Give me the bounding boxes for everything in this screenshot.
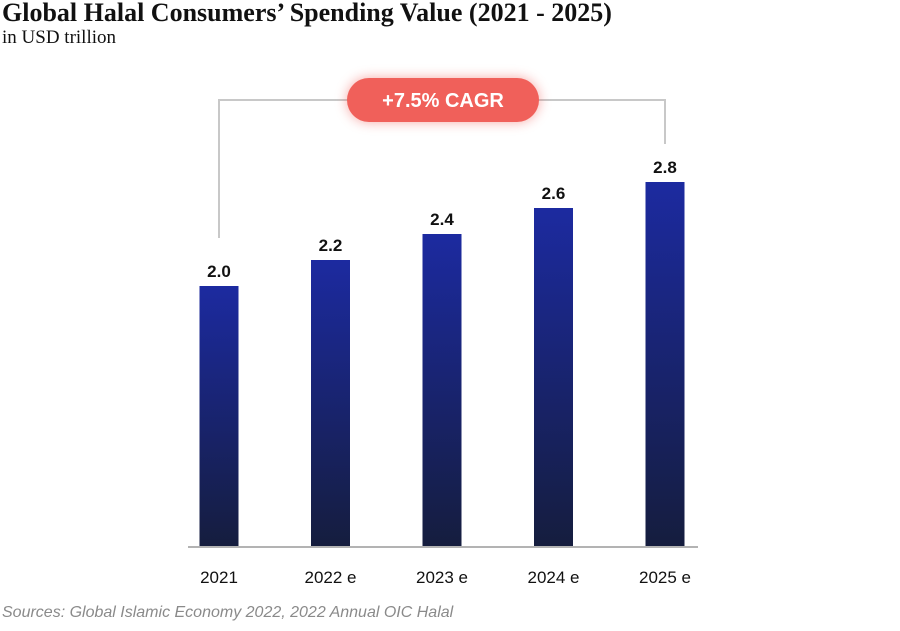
- cagr-annotation: +7.5% CAGR: [382, 90, 504, 112]
- x-tick-label: 2022 e: [305, 568, 357, 587]
- x-tick-label: 2021: [200, 568, 238, 587]
- bar-2025-e: [645, 182, 685, 546]
- data-label-2025-e: 2.8: [653, 158, 677, 177]
- x-tick-label: 2023 e: [416, 568, 468, 587]
- bar-2023-e: [422, 234, 462, 546]
- bar-2021: [199, 286, 239, 546]
- data-label-2022-e: 2.2: [319, 236, 343, 255]
- bar-2022-e: [311, 260, 350, 546]
- data-label-2021: 2.0: [207, 262, 231, 281]
- source-note: Sources: Global Islamic Economy 2022, 20…: [2, 604, 454, 621]
- data-label-2024-e: 2.6: [542, 184, 566, 203]
- chart-title: Global Halal Consumers’ Spending Value (…: [2, 0, 612, 27]
- data-label-2023-e: 2.4: [430, 210, 454, 229]
- bar-2024-e: [534, 208, 573, 546]
- chart-subtitle: in USD trillion: [2, 27, 117, 48]
- x-tick-label: 2025 e: [639, 568, 691, 587]
- x-tick-label: 2024 e: [528, 568, 580, 587]
- cagr-badge: [347, 78, 539, 122]
